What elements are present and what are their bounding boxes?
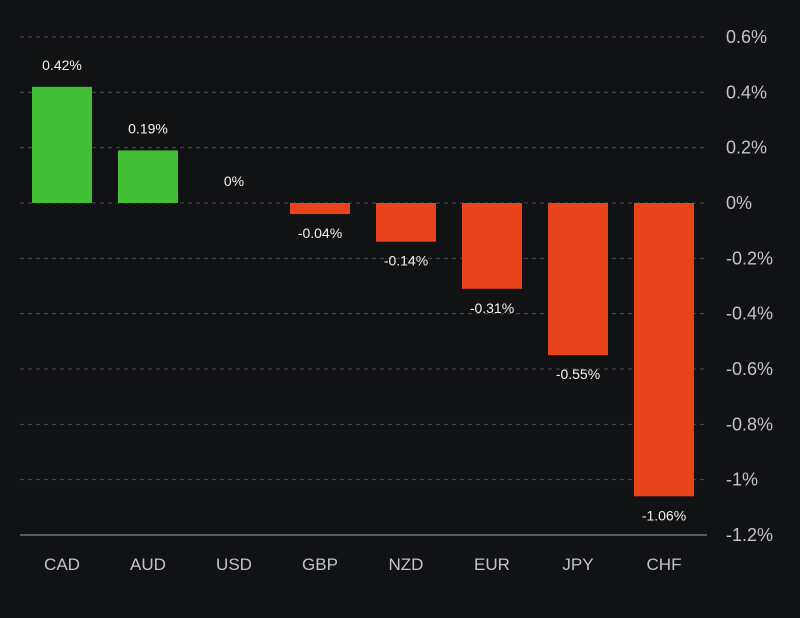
y-tick-label: -0.2% [726, 248, 773, 268]
data-label: -0.14% [384, 253, 428, 269]
y-tick-label: 0% [726, 193, 752, 213]
data-label: -0.04% [298, 225, 342, 241]
data-label: -0.55% [556, 366, 600, 382]
y-tick-label: -0.4% [726, 304, 773, 324]
bar-chf [634, 203, 694, 497]
bar-eur [462, 203, 522, 289]
x-tick-label: GBP [302, 555, 338, 574]
data-labels: 0.42% 0.19% 0% -0.04% -0.14% -0.31% -0.55% -1.0… [42, 57, 686, 523]
x-tick-label: EUR [474, 555, 510, 574]
y-tick-label: -0.8% [726, 414, 773, 434]
x-tick-label: USD [216, 555, 252, 574]
y-tick-label: 0.4% [726, 82, 767, 102]
y-tick-label: 0.6% [726, 27, 767, 47]
data-label: -0.31% [470, 300, 514, 316]
y-tick-label: 0.2% [726, 138, 767, 158]
bar-gbp [290, 203, 350, 215]
x-tick-label: CHF [647, 555, 682, 574]
bar-nzd [376, 203, 436, 242]
data-label: 0.19% [128, 120, 168, 136]
x-tick-label: NZD [389, 555, 424, 574]
x-axis-ticks: CAD AUD USD GBP NZD EUR JPY CHF [44, 555, 681, 574]
data-label: -1.06% [642, 507, 686, 523]
y-tick-label: -1.2% [726, 525, 773, 545]
bar-aud [118, 150, 178, 203]
y-tick-label: -1% [726, 470, 758, 490]
data-label: 0% [224, 173, 244, 189]
data-label: 0.42% [42, 57, 82, 73]
x-tick-label: JPY [562, 555, 593, 574]
y-axis-ticks: 0.6% 0.4% 0.2% 0% -0.2% -0.4% -0.6% -0.8% -1% -1.… [726, 27, 773, 545]
bar-cad [32, 86, 92, 203]
bars [32, 86, 694, 497]
x-tick-label: CAD [44, 555, 80, 574]
bar-jpy [548, 203, 608, 356]
x-tick-label: AUD [130, 555, 166, 574]
y-tick-label: -0.6% [726, 359, 773, 379]
